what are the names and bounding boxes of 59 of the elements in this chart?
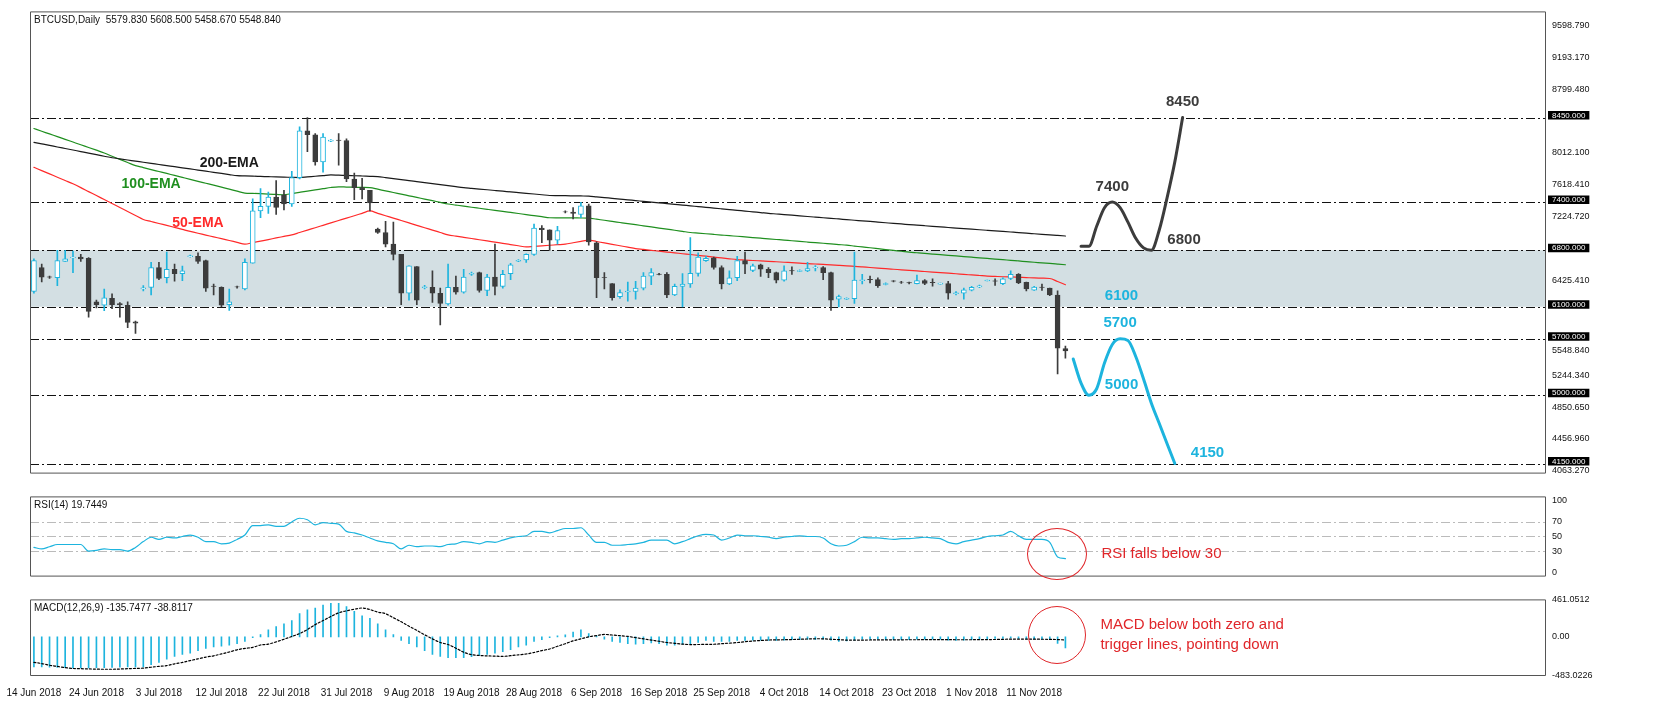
x-tick-label: 11 Nov 2018 — [1006, 686, 1063, 698]
annotation: 6100 — [1104, 286, 1139, 304]
y-tick-label: 9598.790 — [1552, 19, 1590, 30]
x-tick-label: 12 Jul 2018 — [195, 686, 248, 698]
x-tick-label: 1 Nov 2018 — [946, 686, 998, 698]
y-tick-label: 50 — [1552, 530, 1563, 541]
data-label: 5000 — [1104, 374, 1139, 392]
annotation: MACD below both zero and trigger lines, pointing down — [1100, 615, 1284, 653]
x-tick-label: 24 Jun 2018 — [68, 686, 125, 698]
y-tick-label: 70 — [1552, 516, 1563, 527]
y-tick-label: 100 — [1552, 494, 1568, 505]
data-label: 5700 — [1103, 313, 1137, 331]
y-tick-label: 8012.100 — [1552, 147, 1590, 158]
ref-line-label: 4150.000 — [1552, 456, 1586, 466]
y-tick-label: 4456.960 — [1552, 433, 1590, 444]
annotation: RSI falls below 30 — [1101, 543, 1222, 561]
x-tick-label: 19 Aug 2018 — [443, 686, 501, 698]
y-tick-label: 0 — [1552, 567, 1558, 578]
ref-line-label: 7400.000 — [1552, 195, 1586, 205]
y-tick-label: 8799.480 — [1552, 83, 1590, 94]
data-label: 6800 — [1167, 229, 1201, 247]
ref-line-label: 6100.000 — [1552, 299, 1586, 309]
y-tick-label: 4850.650 — [1552, 401, 1590, 412]
data-label: 8450 — [1165, 92, 1200, 110]
x-tick-label: 31 Jul 2018 — [320, 686, 373, 698]
ref-line-label: 5700.000 — [1552, 331, 1586, 341]
chart-title: RSI(14) 19.7449 — [34, 499, 108, 511]
x-tick-label: 25 Sep 2018 — [693, 686, 751, 698]
x-tick-label: 4 Oct 2018 — [759, 686, 809, 698]
x-tick-label: 9 Aug 2018 — [383, 686, 435, 698]
y-tick-label: 461.0512 — [1552, 593, 1590, 604]
y-tick-label: 30 — [1552, 545, 1563, 556]
x-tick-label: 23 Oct 2018 — [881, 686, 937, 698]
x-tick-label: 14 Oct 2018 — [819, 686, 875, 698]
chart-title: MACD(12,26,9) -135.7477 -38.8117 — [34, 602, 194, 614]
ref-line-label: 6800.000 — [1552, 243, 1586, 253]
y-tick-label: 4063.270 — [1552, 465, 1590, 476]
series-label: 50-EMA — [172, 214, 224, 231]
x-tick-label: 3 Jul 2018 — [135, 686, 183, 698]
y-tick-label: 9193.170 — [1552, 52, 1590, 63]
series-label: 200-EMA — [199, 154, 259, 171]
x-tick-label: 16 Sep 2018 — [630, 686, 688, 698]
y-tick-label: 0.00 — [1552, 631, 1570, 642]
data-label: 7400 — [1095, 176, 1129, 194]
ref-line-label: 5000.000 — [1552, 388, 1586, 398]
y-tick-label: 7224.720 — [1552, 210, 1590, 221]
y-tick-label: 5244.340 — [1552, 369, 1590, 380]
y-tick-label: -483.0226 — [1552, 670, 1593, 681]
series-label: 100-EMA — [121, 175, 181, 192]
y-tick-label: 7618.410 — [1552, 178, 1590, 189]
y-tick-label: 5548.840 — [1552, 345, 1590, 356]
y-tick-label: 6425.410 — [1552, 274, 1590, 285]
ref-line-label: 8450.000 — [1552, 110, 1586, 120]
x-tick-label: 22 Jul 2018 — [258, 686, 311, 698]
x-tick-label: 28 Aug 2018 — [505, 686, 563, 698]
chart-title: BTCUSD,Daily 5579.830 5608.500 5458.670 5548.840 — [34, 14, 282, 26]
x-tick-label: 14 Jun 2018 — [6, 686, 62, 698]
x-tick-label: 6 Sep 2018 — [570, 686, 623, 698]
data-label: 4150 — [1190, 443, 1225, 461]
